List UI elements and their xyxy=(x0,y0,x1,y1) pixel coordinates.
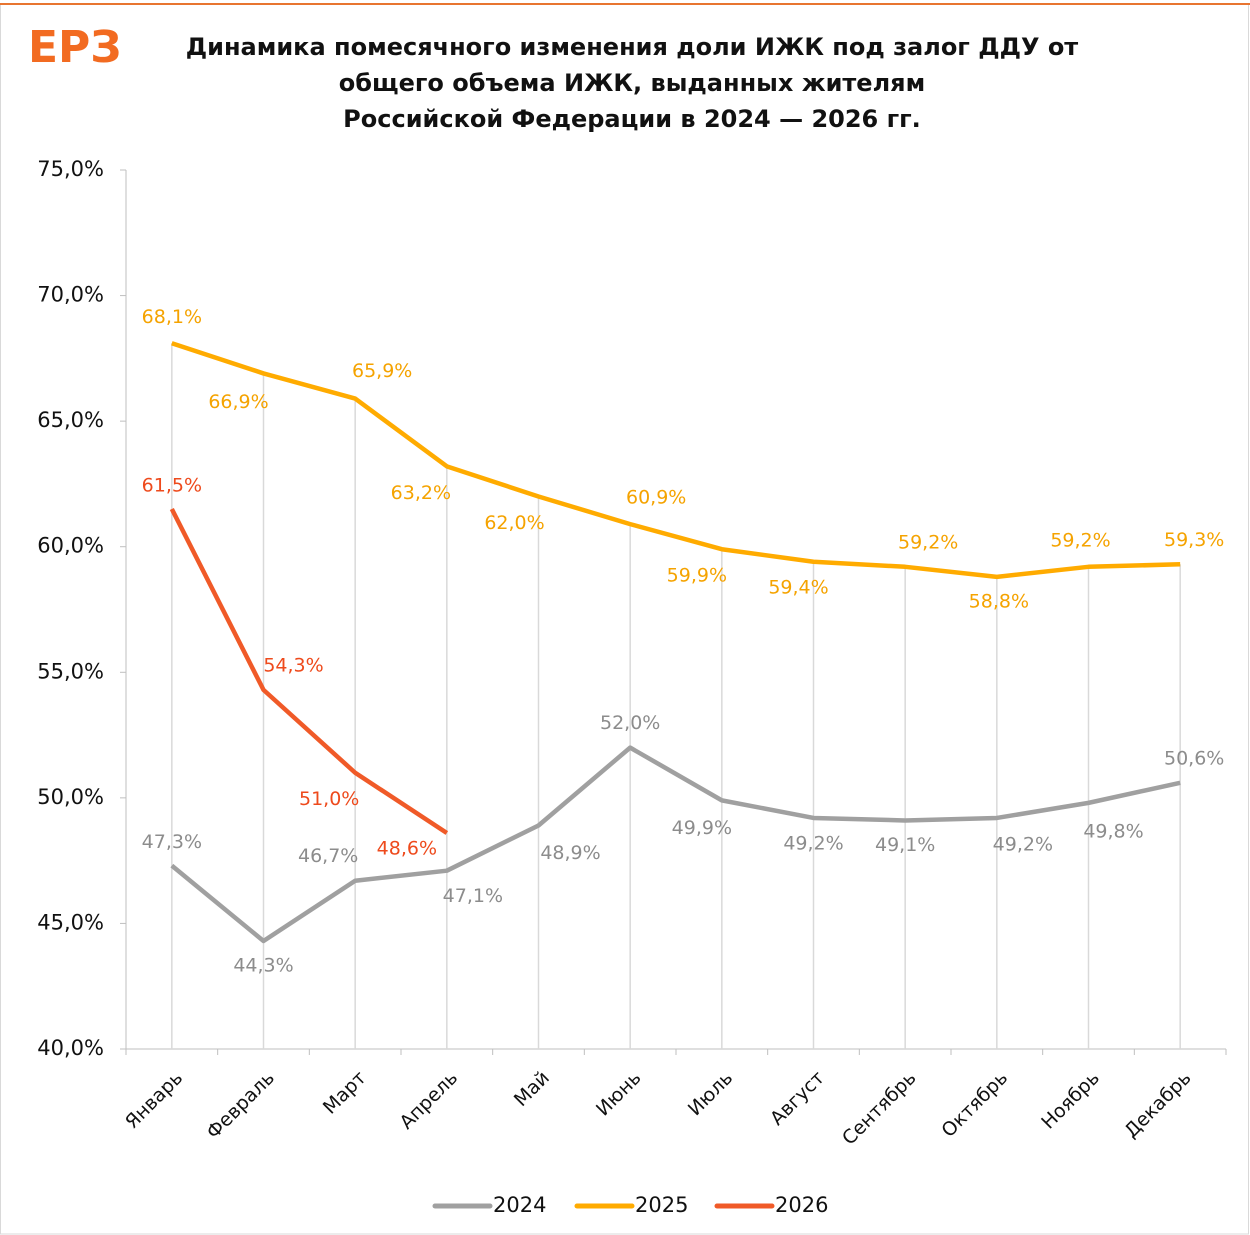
y-tick-label: 75,0% xyxy=(37,157,104,181)
chart-title: Динамика помесячного изменения доли ИЖК … xyxy=(186,33,1079,61)
data-label: 59,4% xyxy=(768,576,828,598)
data-label: 66,9% xyxy=(208,391,268,413)
data-label: 49,9% xyxy=(672,817,732,839)
series-line xyxy=(170,745,1181,944)
y-tick-label: 40,0% xyxy=(37,1036,104,1060)
y-tick-label: 70,0% xyxy=(37,283,104,307)
data-label: 50,6% xyxy=(1164,747,1224,769)
data-label: 52,0% xyxy=(600,712,660,734)
data-label: 65,9% xyxy=(352,360,412,382)
data-label: 49,8% xyxy=(1083,820,1143,842)
legend-label: 2025 xyxy=(635,1193,688,1217)
chart-title: общего объема ИЖК, выданных жителям xyxy=(339,69,925,97)
series-line xyxy=(171,341,1181,580)
data-label: 63,2% xyxy=(391,482,451,504)
label-bg xyxy=(370,837,443,862)
data-label: 60,9% xyxy=(626,487,686,509)
y-tick-label: 45,0% xyxy=(37,910,104,934)
y-tick-label: 65,0% xyxy=(37,408,104,432)
series-line xyxy=(169,508,449,835)
data-label: 44,3% xyxy=(233,955,293,977)
data-label: 58,8% xyxy=(969,590,1029,612)
data-label: 62,0% xyxy=(484,512,544,534)
data-label: 49,2% xyxy=(993,833,1053,855)
frame xyxy=(0,3,1249,1235)
data-label: 59,2% xyxy=(1050,529,1110,551)
data-label: 48,6% xyxy=(377,838,437,860)
y-tick-label: 50,0% xyxy=(37,785,104,809)
data-label: 49,1% xyxy=(875,834,935,856)
data-label: 59,3% xyxy=(1164,529,1224,551)
data-label: 47,1% xyxy=(443,885,503,907)
data-label: 49,2% xyxy=(783,832,843,854)
chart-title: Российской Федерации в 2024 — 2026 гг. xyxy=(343,105,921,133)
legend-label: 2026 xyxy=(775,1193,828,1217)
y-tick-label: 55,0% xyxy=(37,659,104,683)
logo: ЕРЗ xyxy=(28,22,122,73)
data-label: 47,3% xyxy=(142,831,202,853)
data-label: 59,9% xyxy=(667,565,727,587)
legend-label: 2024 xyxy=(493,1193,546,1217)
data-label: 59,2% xyxy=(898,531,958,553)
data-label: 68,1% xyxy=(142,306,202,328)
data-label: 51,0% xyxy=(299,788,359,810)
data-label: 54,3% xyxy=(263,654,323,676)
data-label: 61,5% xyxy=(142,475,202,497)
data-label: 48,9% xyxy=(540,842,600,864)
y-tick-label: 60,0% xyxy=(37,534,104,558)
data-label: 46,7% xyxy=(298,845,358,867)
